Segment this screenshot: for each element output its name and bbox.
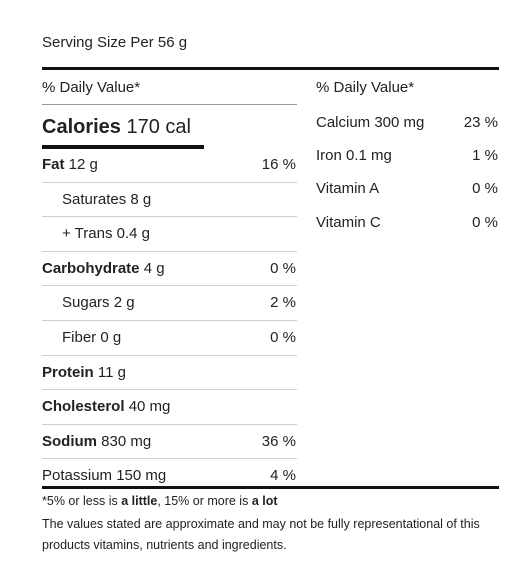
nutrient-row: Fiber 0 g 0 % — [42, 319, 297, 355]
bottom-rule — [42, 486, 499, 489]
mineral-row: Iron 0.1 mg 1 % — [316, 139, 499, 172]
footnote-little: a little — [121, 494, 158, 508]
nutrient-amount: 0.4 g — [116, 225, 150, 243]
mineral-percent: 0 % — [472, 213, 498, 231]
nutrient-label: Fat 12 g — [42, 148, 98, 182]
mineral-label: Iron 0.1 mg — [316, 147, 392, 165]
nutrient-name: Fat — [42, 156, 65, 173]
nutrient-amount: 11 g — [97, 363, 126, 381]
mineral-list: Calcium 300 mg 23 % Iron 0.1 mg 1 % Vitamin … — [316, 106, 499, 239]
nutrient-row: Protein 11 g — [42, 354, 297, 390]
nutrient-row: Cholesterol 40 mg — [42, 389, 297, 424]
footnote-prefix: *5% or less is — [42, 494, 122, 508]
nutrient-name: Fiber — [62, 328, 97, 346]
nutrient-label: Sugars 2 g — [42, 286, 135, 320]
nutrient-name: Cholesterol — [42, 398, 125, 416]
nutrient-percent: 36 % — [261, 432, 296, 450]
calories-value: 170 cal — [126, 116, 192, 138]
nutrient-label: Protein 11 g — [42, 356, 126, 390]
nutrient-name: Saturates — [62, 190, 127, 208]
nutrient-amount: 2 g — [113, 294, 135, 312]
nutrient-label: Potassium 150 mg — [42, 459, 166, 493]
nutrient-row: Sodium 830 mg 36 % — [42, 423, 297, 459]
nutrient-amount: 150 mg — [116, 467, 167, 485]
nutrient-amount: 830 mg — [101, 432, 152, 450]
calories-label: Calories 170 cal — [42, 115, 191, 139]
mineral-label: Vitamin A — [316, 180, 380, 198]
calories-title: Calories — [42, 116, 121, 138]
nutrient-row: Sugars 2 g 2 % — [42, 285, 297, 320]
mineral-percent: 0 % — [472, 180, 498, 198]
nutrient-label: Sodium 830 mg — [42, 425, 151, 459]
nutrient-amount: 4 g — [143, 259, 165, 277]
nutrient-label: + Trans 0.4 g — [42, 217, 150, 251]
nutrient-percent: 2 % — [270, 294, 296, 312]
serving-size: Serving Size Per 56 g — [42, 34, 188, 51]
nutrient-percent: 16 % — [261, 156, 296, 173]
top-rule — [42, 67, 499, 70]
nutrient-list: Fat 12 g 16 % Saturates 8 g + Trans 0.4 g Ca… — [42, 148, 297, 493]
nutrient-amount: 12 g — [68, 156, 98, 173]
mineral-row: Vitamin A 0 % — [316, 172, 499, 205]
nutrient-amount: 40 mg — [128, 398, 171, 416]
nutrient-amount: 0 g — [100, 328, 122, 346]
footnote-lot: a lot — [251, 494, 278, 508]
nutrient-label: Carbohydrate 4 g — [42, 252, 165, 286]
mineral-percent: 1 % — [472, 147, 498, 165]
nutrient-name: Protein — [42, 363, 94, 381]
nutrient-name: Potassium — [42, 467, 113, 485]
nutrient-label: Saturates 8 g — [42, 183, 151, 217]
nutrient-label: Cholesterol 40 mg — [42, 390, 170, 424]
nutrient-percent: 4 % — [270, 467, 296, 485]
mineral-label: Vitamin C — [316, 213, 381, 231]
right-column: % Daily Value* Calcium 300 mg 23 % Iron 0.… — [316, 70, 499, 239]
nutrient-row: Fat 12 g 16 % — [42, 148, 297, 182]
daily-value-header-left: % Daily Value* — [42, 70, 297, 105]
nutrient-amount: 8 g — [130, 190, 152, 208]
nutrient-row: Saturates 8 g — [42, 181, 297, 217]
nutrient-percent: 0 % — [270, 259, 296, 277]
calories-underline — [42, 145, 204, 149]
nutrient-name: Carbohydrate — [42, 259, 140, 277]
nutrient-name: Sodium — [42, 432, 97, 450]
mineral-label: Calcium 300 mg — [316, 114, 425, 131]
nutrient-row: + Trans 0.4 g — [42, 216, 297, 251]
daily-value-header-right: % Daily Value* — [316, 79, 415, 96]
nutrient-name: Sugars — [62, 294, 110, 312]
nutrient-label: Fiber 0 g — [42, 321, 121, 355]
nutrient-name: + Trans — [62, 225, 113, 243]
nutrient-row: Carbohydrate 4 g 0 % — [42, 250, 297, 286]
mineral-row: Vitamin C 0 % — [316, 206, 499, 239]
mineral-row: Calcium 300 mg 23 % — [316, 106, 499, 139]
nutrient-percent: 0 % — [270, 328, 296, 346]
disclaimer: The values stated are approximate and ma… — [42, 517, 480, 552]
footnote: *5% or less is a little, 15% or more is … — [42, 493, 278, 509]
footnote-middle: , 15% or more is — [157, 494, 252, 508]
mineral-percent: 23 % — [463, 114, 498, 131]
calories-row: Calories 170 cal — [42, 105, 297, 149]
left-column: % Daily Value* Calories 170 cal Fat 12 g… — [42, 70, 297, 493]
nutrient-row: Potassium 150 mg 4 % — [42, 458, 297, 493]
